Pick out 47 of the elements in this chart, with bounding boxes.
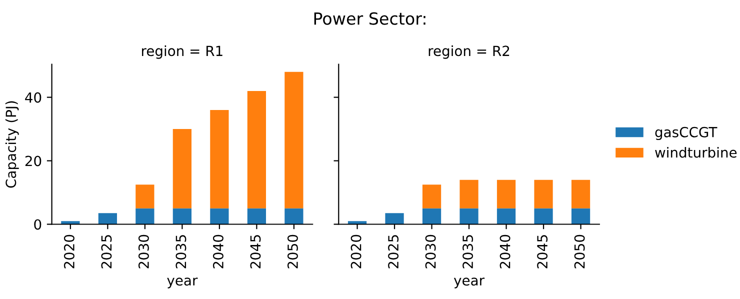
x-tick-label: 2050 xyxy=(574,234,585,268)
bar xyxy=(210,208,229,224)
bar xyxy=(210,110,229,208)
bar xyxy=(534,180,553,208)
bar xyxy=(172,129,192,208)
bar xyxy=(460,180,478,208)
x-tick-label: 2020 xyxy=(350,234,362,268)
y-axis-title: Capacity (PJ) xyxy=(5,101,19,188)
bar xyxy=(422,208,442,224)
bar xyxy=(247,208,266,224)
x-tick-label: 2040 xyxy=(500,234,510,268)
chart-title: Power Sector: xyxy=(314,12,426,25)
x-tick-label: 2025 xyxy=(101,235,112,268)
chart-subtitle: region = R1 xyxy=(142,45,222,59)
x-tick-label: 2045 xyxy=(250,235,261,268)
bar xyxy=(247,90,266,208)
x-tick-label: 2035 xyxy=(462,235,474,268)
legend-label: gasCCGT xyxy=(655,126,718,140)
y-tick-label: 20 xyxy=(25,156,42,166)
x-tick-label: 2050 xyxy=(287,234,298,268)
bar xyxy=(98,213,117,224)
bar xyxy=(460,208,478,224)
x-axis-title: year xyxy=(167,278,198,288)
bar xyxy=(496,180,516,208)
bar xyxy=(571,180,590,208)
bar xyxy=(136,208,154,224)
x-tick-label: 2025 xyxy=(388,235,399,268)
bar xyxy=(496,208,516,224)
x-tick-label: 2035 xyxy=(176,235,186,268)
bar xyxy=(284,208,304,224)
bar xyxy=(385,213,404,224)
x-axis-title: year xyxy=(454,278,485,288)
x-tick-label: 2040 xyxy=(212,234,224,268)
bar xyxy=(172,208,192,224)
x-tick-label: 2030 xyxy=(425,234,436,268)
x-tick-label: 2045 xyxy=(537,235,548,268)
chart-subtitle: region = R2 xyxy=(428,45,510,59)
bar xyxy=(571,208,590,224)
x-tick-label: 2030 xyxy=(138,234,149,268)
y-tick-label: 0 xyxy=(34,219,42,230)
bar xyxy=(422,184,442,208)
legend-label: windturbine xyxy=(655,146,737,158)
bar xyxy=(534,208,553,224)
y-tick-label: 40 xyxy=(25,92,42,103)
bar xyxy=(284,72,304,208)
x-tick-label: 2020 xyxy=(64,234,74,268)
bar xyxy=(136,184,154,208)
